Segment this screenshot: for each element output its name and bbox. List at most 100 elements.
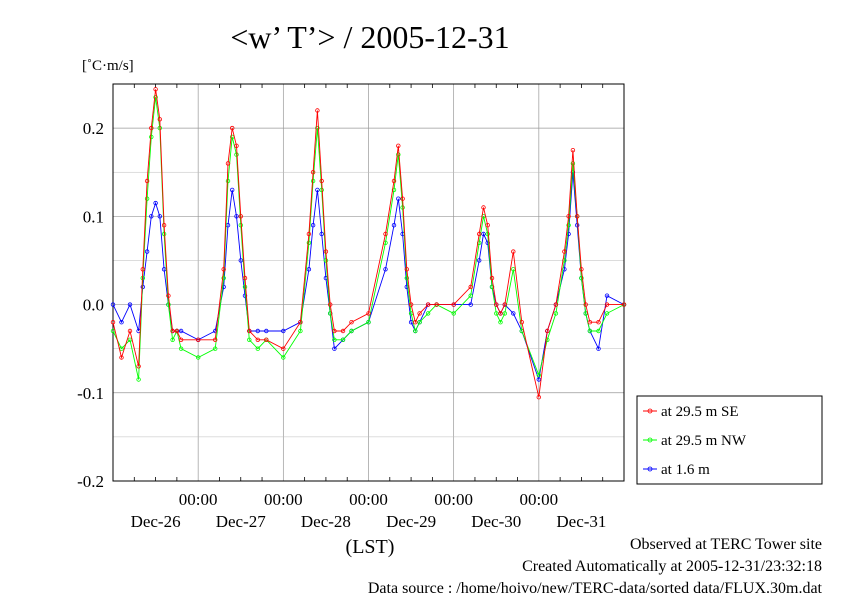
data-point bbox=[247, 328, 252, 334]
data-point bbox=[511, 249, 516, 254]
data-point bbox=[596, 328, 601, 334]
footer-source: Data source : /home/hoivo/new/TERC-data/… bbox=[367, 580, 822, 597]
data-point bbox=[404, 275, 409, 281]
x-time-tick-label: 00:00 bbox=[264, 490, 303, 509]
data-point bbox=[579, 267, 584, 272]
data-point bbox=[225, 161, 231, 166]
y-tick-label: 0.0 bbox=[83, 296, 104, 315]
data-point bbox=[242, 275, 248, 281]
data-point bbox=[340, 328, 346, 334]
x-day-tick-label: Dec-26 bbox=[131, 512, 181, 531]
legend-item: at 1.6 m bbox=[643, 462, 710, 478]
legend-swatch-marker bbox=[647, 437, 653, 443]
data-point bbox=[417, 311, 422, 316]
data-point bbox=[144, 249, 150, 254]
series-layer bbox=[110, 87, 627, 400]
data-point bbox=[310, 222, 316, 228]
data-point bbox=[596, 346, 601, 351]
data-point bbox=[247, 337, 252, 342]
data-point bbox=[298, 328, 303, 334]
data-point bbox=[119, 355, 124, 360]
y-tick-labels: 0.2 0.1 0.0 -0.1 -0.2 bbox=[77, 119, 104, 491]
data-point bbox=[212, 346, 218, 351]
data-point bbox=[596, 320, 601, 325]
data-point bbox=[234, 143, 239, 148]
data-point bbox=[583, 302, 588, 307]
x-day-tick-label: Dec-28 bbox=[301, 512, 351, 531]
legend-item: at 29.5 m SE bbox=[643, 404, 739, 420]
data-point bbox=[562, 249, 567, 254]
y-tick-label: 0.2 bbox=[83, 119, 104, 138]
data-point bbox=[425, 311, 431, 316]
legend-label: at 1.6 m bbox=[661, 462, 710, 478]
data-point bbox=[153, 87, 158, 92]
plot-frame bbox=[112, 83, 625, 482]
data-point bbox=[144, 178, 150, 184]
data-point bbox=[570, 161, 576, 166]
data-point bbox=[498, 320, 503, 325]
data-point bbox=[400, 196, 405, 201]
data-point bbox=[281, 355, 286, 360]
x-day-tick-label: Dec-29 bbox=[386, 512, 436, 531]
data-point bbox=[502, 302, 507, 307]
data-point bbox=[366, 311, 371, 316]
data-point bbox=[110, 302, 116, 307]
data-point bbox=[604, 311, 610, 316]
data-point bbox=[434, 302, 439, 307]
data-point bbox=[332, 337, 337, 342]
y-tick-label: 0.1 bbox=[83, 207, 104, 226]
series-line bbox=[112, 97, 625, 380]
data-point bbox=[451, 311, 456, 316]
data-point bbox=[229, 125, 235, 131]
y-axis-label: [˚C·m/s] bbox=[82, 58, 134, 74]
data-point bbox=[119, 320, 124, 325]
data-point bbox=[195, 355, 201, 360]
data-point bbox=[604, 293, 610, 298]
data-point bbox=[511, 311, 516, 316]
data-point bbox=[310, 169, 316, 175]
data-point bbox=[383, 231, 388, 237]
data-point bbox=[161, 222, 167, 228]
data-point bbox=[570, 147, 576, 153]
data-point bbox=[621, 302, 627, 307]
data-point bbox=[396, 143, 401, 148]
x-tick-labels: 00:00 00:00 00:00 00:00 00:00 Dec-26 Dec-27 Dec… bbox=[131, 490, 607, 531]
data-point bbox=[306, 240, 312, 245]
legend-label: at 29.5 m NW bbox=[661, 433, 747, 449]
data-point bbox=[166, 293, 171, 298]
x-time-tick-label: 00:00 bbox=[179, 490, 218, 509]
data-point bbox=[136, 364, 141, 369]
data-point bbox=[391, 178, 397, 184]
x-day-tick-label: Dec-31 bbox=[556, 512, 606, 531]
data-point bbox=[413, 328, 418, 334]
data-point bbox=[332, 346, 337, 351]
data-point bbox=[366, 320, 371, 325]
data-point bbox=[315, 125, 320, 131]
data-point bbox=[481, 205, 486, 210]
data-point bbox=[255, 337, 260, 342]
data-point bbox=[468, 284, 473, 290]
data-point bbox=[519, 320, 524, 325]
data-point bbox=[221, 267, 226, 272]
data-point bbox=[494, 311, 499, 316]
data-point bbox=[536, 372, 541, 378]
data-point bbox=[553, 302, 559, 307]
data-point bbox=[234, 214, 239, 219]
data-point bbox=[481, 231, 486, 237]
data-point bbox=[174, 328, 180, 334]
data-point bbox=[255, 328, 260, 334]
data-point bbox=[391, 222, 397, 228]
data-point bbox=[157, 117, 162, 122]
series-group bbox=[110, 87, 627, 400]
data-point bbox=[178, 328, 184, 334]
data-point bbox=[229, 187, 235, 193]
data-point bbox=[349, 328, 354, 334]
legend-swatch-marker bbox=[647, 408, 653, 414]
data-point bbox=[149, 134, 154, 140]
data-point bbox=[178, 337, 184, 342]
data-point bbox=[315, 187, 320, 193]
data-point bbox=[477, 258, 482, 263]
x-day-tick-label: Dec-27 bbox=[216, 512, 267, 531]
data-point bbox=[238, 222, 243, 228]
data-point bbox=[587, 320, 593, 325]
